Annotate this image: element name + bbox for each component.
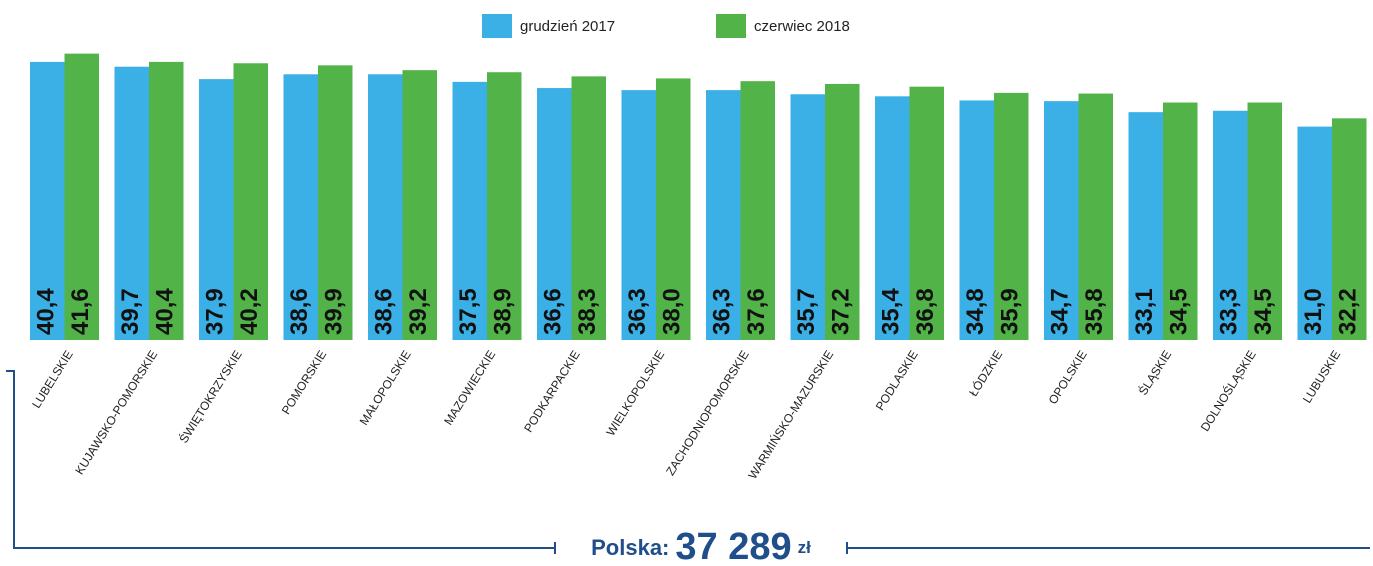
bar <box>149 61 184 340</box>
footer-label: Polska: <box>591 535 669 560</box>
x-tick-label: PODLASKIE <box>873 348 921 413</box>
bar <box>1213 110 1248 340</box>
bar <box>537 88 572 340</box>
value-label: 37,6 <box>743 288 770 335</box>
value-label: 36,8 <box>912 288 939 335</box>
value-label: 34,5 <box>1166 288 1193 335</box>
bar <box>487 72 522 340</box>
value-label: 31,0 <box>1300 288 1327 335</box>
x-tick-label: LUBELSKIE <box>29 348 76 411</box>
bar <box>452 81 487 340</box>
bar <box>994 92 1029 340</box>
bar <box>64 53 99 341</box>
value-label: 33,3 <box>1216 288 1243 335</box>
value-label: 39,9 <box>321 288 348 335</box>
bar <box>1332 118 1367 341</box>
bar <box>875 96 910 340</box>
value-label: 35,8 <box>1081 288 1108 335</box>
value-label: 38,9 <box>490 288 517 335</box>
footer-unit: zł <box>798 538 812 557</box>
value-label: 37,2 <box>828 288 855 335</box>
bar <box>402 70 437 340</box>
value-label: 37,5 <box>455 288 482 335</box>
legend-swatch <box>482 14 512 38</box>
x-tick-label: LUBUSKIE <box>1300 348 1343 406</box>
value-label: 35,7 <box>793 288 820 335</box>
bracket-left <box>6 370 555 549</box>
bar <box>30 61 65 340</box>
x-tick-label: WIELKOPOLSKIE <box>603 348 667 439</box>
bar <box>318 65 353 340</box>
x-tick-label: ŚLĄSKIE <box>1135 347 1174 397</box>
bar <box>909 86 944 340</box>
bar <box>1044 101 1079 340</box>
value-label: 34,5 <box>1250 288 1277 335</box>
bar <box>959 100 994 341</box>
value-label: 32,2 <box>1335 288 1362 335</box>
x-tick-label: POMORSKIE <box>279 348 329 417</box>
x-tick-label: WARMIŃSKO-MAZURSKIE <box>745 347 837 481</box>
value-label: 34,8 <box>962 288 989 335</box>
footer <box>6 370 1370 554</box>
x-tick-label: ZACHODNIOPOMORSKIE <box>663 348 752 478</box>
bar <box>1163 102 1198 340</box>
bar <box>1128 112 1163 340</box>
value-label: 34,7 <box>1047 288 1074 335</box>
bar <box>1297 126 1332 341</box>
bar <box>790 94 825 340</box>
value-label: 40,2 <box>236 288 263 335</box>
value-label: 40,4 <box>33 288 60 335</box>
x-tick-label: ŚWIĘTOKRZYSKIE <box>176 347 245 445</box>
x-tick-label: DOLNOŚLĄSKIE <box>1197 347 1259 434</box>
value-label: 35,9 <box>997 288 1024 335</box>
bar <box>199 79 234 340</box>
value-label: 39,2 <box>405 288 432 335</box>
x-tick-label: MAZOWIECKIE <box>441 348 498 428</box>
x-tick-label: ŁÓDZKIE <box>965 347 1005 399</box>
bar <box>368 74 403 341</box>
bar <box>283 74 318 341</box>
value-label: 35,4 <box>878 288 905 335</box>
value-label: 33,1 <box>1131 288 1158 335</box>
x-tick-label: MAŁOPOLSKIE <box>357 348 414 428</box>
value-label: 40,4 <box>152 288 179 335</box>
bar <box>114 66 149 340</box>
value-label: 37,9 <box>202 288 229 335</box>
bar <box>656 78 691 340</box>
value-label: 39,7 <box>117 288 144 335</box>
bar <box>233 63 268 341</box>
value-label: 36,3 <box>709 288 736 335</box>
bar <box>825 83 860 340</box>
value-label: 38,3 <box>574 288 601 335</box>
bar <box>1247 102 1282 340</box>
value-label: 38,6 <box>371 288 398 335</box>
value-label: 38,0 <box>659 288 686 335</box>
legend-label: grudzień 2017 <box>520 18 615 35</box>
legend-label: czerwiec 2018 <box>754 18 850 35</box>
bar <box>706 90 741 340</box>
value-label: 38,6 <box>286 288 313 335</box>
footer-value: 37 289 <box>675 526 791 566</box>
x-tick-label: OPOLSKIE <box>1046 348 1090 407</box>
legend-swatch <box>716 14 746 38</box>
bar <box>571 76 606 340</box>
bar <box>1078 93 1113 340</box>
value-label: 41,6 <box>67 288 94 335</box>
x-tick-label: KUJAWSKO-POMORSKIE <box>72 348 160 477</box>
value-label: 36,6 <box>540 288 567 335</box>
bar <box>621 90 656 340</box>
footer-text: Polska: 37 289 zł <box>591 526 811 566</box>
x-tick-label: PODKARPACKIE <box>521 348 583 435</box>
value-label: 36,3 <box>624 288 651 335</box>
bar <box>740 81 775 341</box>
